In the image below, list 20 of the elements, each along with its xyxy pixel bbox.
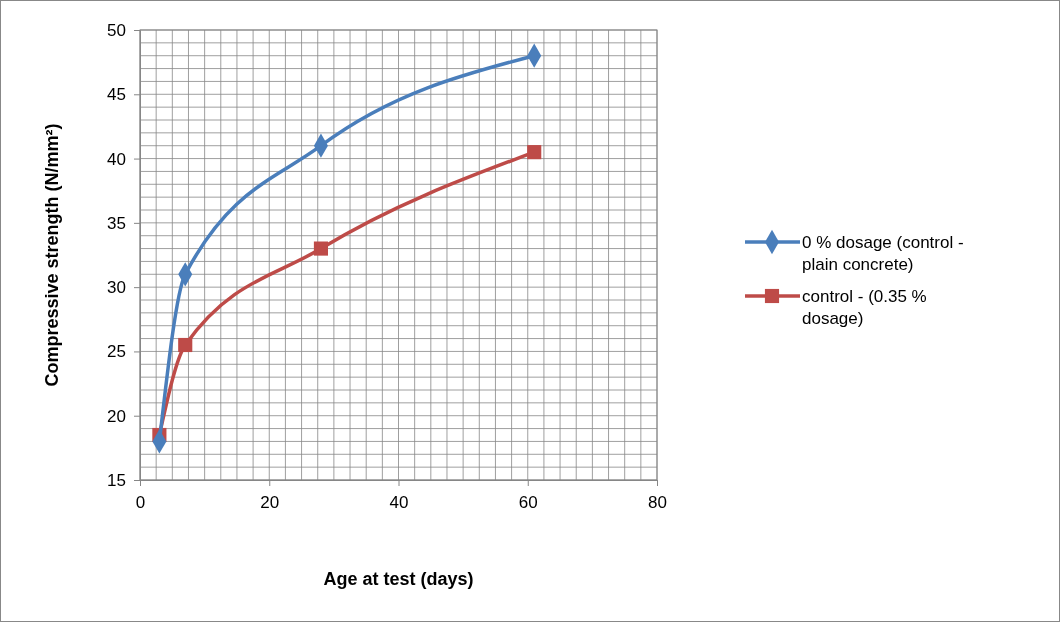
point bbox=[313, 241, 329, 256]
x-tick-label: 40 bbox=[389, 492, 409, 512]
point bbox=[178, 337, 193, 353]
y-tick-label: 40 bbox=[106, 149, 126, 169]
legend-label: 0 % dosage (control - plain concrete) bbox=[802, 233, 964, 274]
x-tick-label: 20 bbox=[260, 492, 280, 512]
x-axis-title: Age at test (days) bbox=[323, 569, 474, 589]
y-tick-label: 20 bbox=[106, 406, 126, 426]
y-tick-label: 30 bbox=[106, 278, 126, 298]
legend-label: control - (0.35 % dosage) bbox=[802, 287, 927, 328]
y-tick-label: 15 bbox=[106, 470, 126, 490]
y-tick-label: 50 bbox=[106, 20, 126, 40]
y-tick-label: 25 bbox=[106, 342, 126, 362]
point bbox=[527, 145, 542, 160]
y-tick-label: 45 bbox=[106, 85, 126, 105]
y-tick-label: 35 bbox=[106, 213, 126, 233]
x-tick-label: 60 bbox=[518, 492, 538, 512]
y-axis-title: Compressive strength (N/mm²) bbox=[42, 123, 62, 387]
x-tick-label: 0 bbox=[135, 492, 146, 512]
x-tick-label: 80 bbox=[648, 492, 667, 512]
